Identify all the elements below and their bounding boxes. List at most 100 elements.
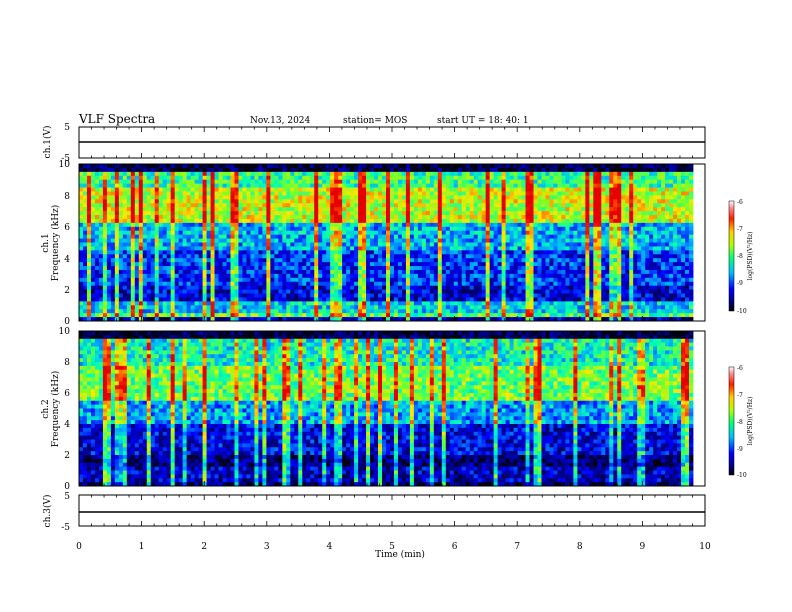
- ch1-spectrogram-cell: [433, 179, 439, 185]
- ch1-spectrogram-cell: [553, 250, 558, 255]
- ch1-spectrogram-cell: [417, 301, 423, 306]
- ch1-spectrogram-cell: [214, 230, 219, 236]
- ch1-spectrogram-cell: [230, 199, 235, 204]
- ch1-spectrogram-cell: [310, 246, 315, 251]
- ch1-spectrogram-cell: [433, 254, 439, 259]
- ch1-spectrogram-cell: [190, 317, 196, 322]
- ch1-spectrogram-cell: [150, 301, 156, 306]
- ch1-spectrogram-cell: [433, 242, 439, 247]
- ch1-spectrogram-cell: [525, 203, 530, 208]
- ch1-spectrogram-cell: [178, 285, 184, 291]
- ch1-spectrogram-cell: [142, 301, 148, 306]
- ch1-spectrogram-cell: [186, 183, 192, 188]
- ch1-spectrogram-cell: [493, 191, 499, 196]
- ch1-spectrogram-cell: [378, 309, 383, 314]
- ch1-spectrogram-cell: [449, 226, 455, 232]
- ch1-spectrogram-cell: [226, 273, 231, 279]
- ch1-spectrogram-cell: [330, 203, 335, 208]
- ch1-spectrogram-cell: [210, 313, 215, 318]
- ch1-spectrogram-cell: [382, 269, 387, 275]
- ch1-spectrogram-cell: [529, 230, 534, 236]
- ch1-spectrogram-cell: [545, 207, 550, 212]
- ch1-spectrogram-cell: [565, 254, 570, 259]
- ch1-spectrogram-cell: [174, 203, 180, 208]
- ch1-spectrogram-cell: [489, 230, 495, 236]
- ch1-spectrogram-cell: [374, 289, 379, 294]
- ch1-spectrogram-cell: [238, 179, 243, 185]
- ch1-spectrogram-cell: [401, 258, 407, 263]
- ch1-spectrogram-cell: [314, 289, 319, 294]
- ch1-spectrogram-cell: [513, 195, 518, 200]
- ch1-spectrogram-cell: [449, 258, 455, 263]
- ch1-spectrogram-cell: [82, 167, 88, 173]
- ch1-spectrogram-cell: [525, 289, 530, 294]
- ch1-spectrogram-cell: [274, 242, 279, 247]
- date-text: Nov.13, 2024: [250, 116, 311, 126]
- ch1-spectrogram-cell: [302, 305, 307, 310]
- ch1-spectrogram-cell: [330, 179, 335, 185]
- ch1-spectrogram-cell: [513, 254, 518, 259]
- ch1-spectrogram-cell: [106, 175, 112, 181]
- ch1-spectrogram-cell: [449, 293, 455, 298]
- ch1-spectrogram-cell: [270, 226, 275, 232]
- ch1-spectrogram-cell: [370, 195, 375, 200]
- ch1-spectrogram-cell: [146, 309, 152, 314]
- ch1-spectrogram-cell: [250, 273, 255, 279]
- ch1-spectrogram-cell: [210, 250, 215, 255]
- ch1-spectrogram-cell: [441, 222, 447, 228]
- ch1-spectrogram-cell: [569, 179, 574, 185]
- ch1-spectrogram-cell: [166, 238, 172, 243]
- ch1-spectrogram-cell: [202, 313, 207, 318]
- ch1-spectrogram-cell: [230, 281, 235, 287]
- ch1-spectrogram-cell: [433, 167, 439, 173]
- ch1-spectrogram-cell: [150, 269, 156, 275]
- ch1-spectrogram-cell: [417, 250, 423, 255]
- ch1-spectrogram-cell: [437, 281, 443, 287]
- ch1-spectrogram-cell: [493, 238, 499, 243]
- ch1-spectrogram-cell: [214, 293, 219, 298]
- ch1-spectrogram-cell: [182, 250, 188, 255]
- ch1-spectrogram-cell: [298, 262, 303, 267]
- ch1-spectrogram-cell: [322, 293, 327, 298]
- ch1-spectrogram-cell: [298, 199, 303, 204]
- ch1-spectrogram-cell: [505, 246, 510, 251]
- ch1-spectrogram-cell: [358, 191, 363, 196]
- ch1-spectrogram-cell: [282, 273, 287, 279]
- ch1-spectrogram-cell: [262, 313, 267, 318]
- ch1-spectrogram-cell: [274, 254, 279, 259]
- ch1-spectrogram-cell: [266, 258, 271, 263]
- ch1-spectrogram-cell: [457, 277, 463, 283]
- ch1-spectrogram-cell: [146, 191, 152, 196]
- ch1-spectrogram-cell: [150, 305, 156, 310]
- ch1-spectrogram-cell: [106, 258, 112, 263]
- ch1-spectrogram-cell: [338, 175, 343, 181]
- ch1-spectrogram-cell: [114, 164, 120, 169]
- ch1-spectrogram-cell: [489, 250, 495, 255]
- ch1-spectrogram-cell: [342, 317, 347, 322]
- ch1-spectrogram-cell: [206, 305, 211, 310]
- ch1-spectrogram-cell: [469, 250, 475, 255]
- ch1-spectrogram-cell: [477, 273, 483, 279]
- ch1-spectrogram-cell: [565, 199, 570, 204]
- ch1-spectrogram-cell: [230, 191, 235, 196]
- ch1-spectrogram-cell: [274, 211, 279, 216]
- ch1-spectrogram-cell: [202, 242, 207, 247]
- ch1-spectrogram-cell: [242, 238, 247, 243]
- ch1-spectrogram-cell: [573, 246, 578, 251]
- ch1-spectrogram-cell: [378, 293, 383, 298]
- ch1-spectrogram-cell: [266, 175, 271, 181]
- ch1-spectrogram-cell: [230, 215, 235, 220]
- ch1-spectrogram-cell: [489, 171, 495, 177]
- ch1-spectrogram-cell: [278, 171, 283, 177]
- ch1-spectrogram-cell: [342, 309, 347, 314]
- ch1-spectrogram-cell: [449, 167, 455, 173]
- ch1-spectrogram-cell: [553, 199, 558, 204]
- ch1-spectrogram-cell: [274, 175, 279, 181]
- ch1-spectrogram-cell: [445, 179, 451, 185]
- ch1-spectrogram-cell: [146, 187, 152, 192]
- ch1-spectrogram-cell: [477, 238, 483, 243]
- ch1-spectrogram-cell: [242, 230, 247, 236]
- ch1-spectrogram-cell: [106, 226, 112, 232]
- ch1-spectrogram-cell: [86, 230, 92, 236]
- ch1-spectrogram-cell: [262, 199, 267, 204]
